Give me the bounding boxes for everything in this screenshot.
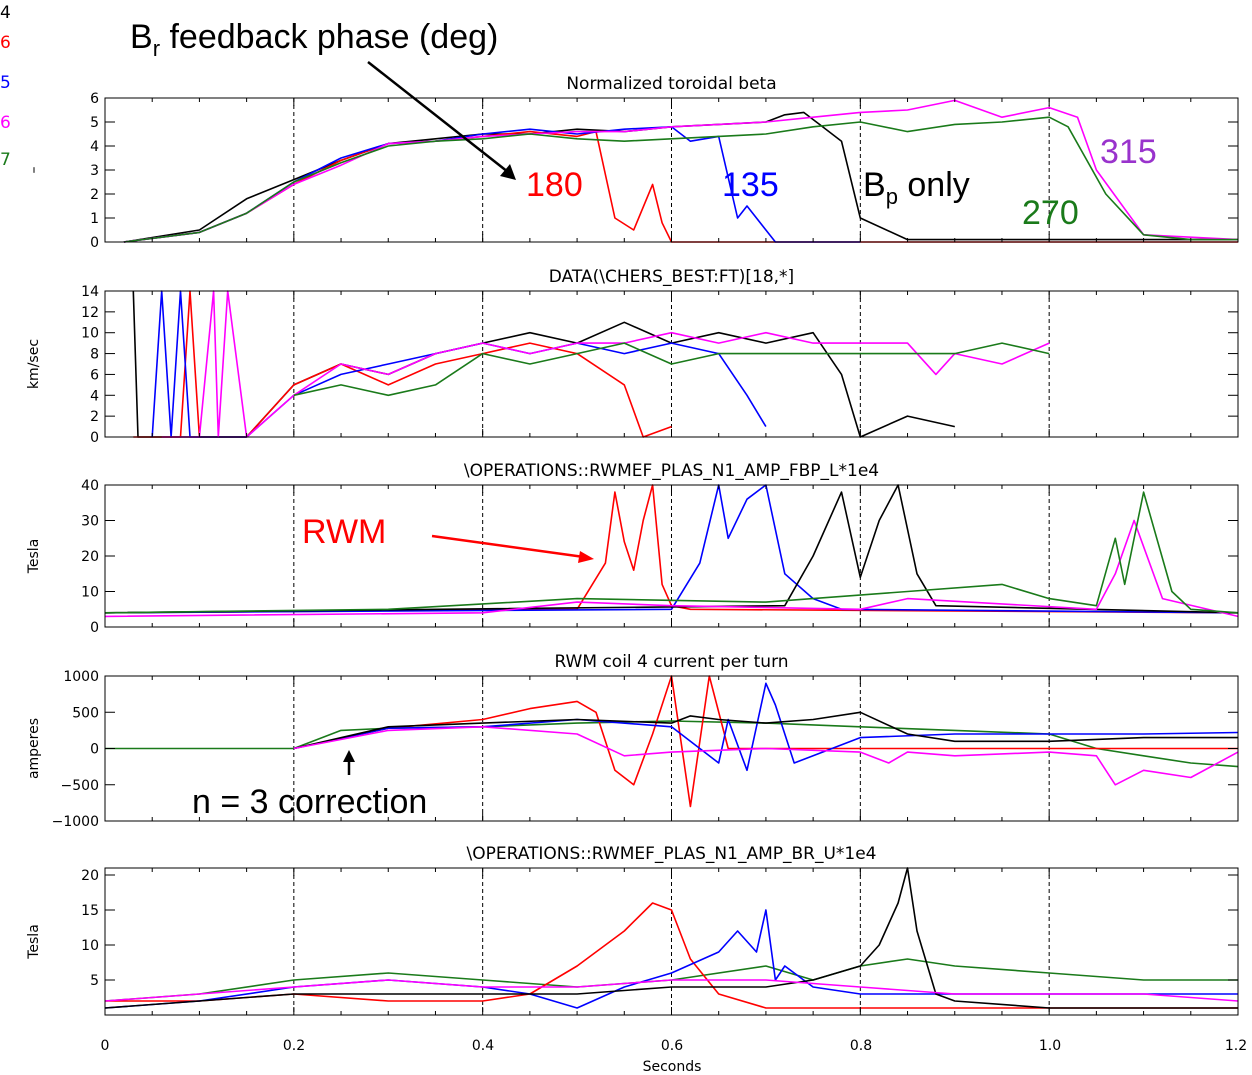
y-tick-label: 0	[90, 430, 99, 446]
y-tick-label: 3	[90, 163, 99, 179]
y-tick-label: 8	[90, 347, 99, 363]
series-line-blue	[293, 682, 1239, 772]
x-tick-label: 0	[101, 1038, 110, 1054]
y-tick-label: −500	[61, 778, 99, 794]
y-axis-title: km/sec	[26, 339, 42, 389]
series-line-magenta	[293, 725, 1239, 786]
y-tick-label: 15	[81, 903, 99, 919]
annotation-header-rest: feedback phase (deg)	[160, 18, 498, 56]
legend-fragment: 4	[0, 3, 11, 23]
annotation-bp-main: B	[863, 166, 886, 204]
y-tick-label: 40	[81, 478, 99, 494]
rwm-arrow-head	[578, 551, 594, 563]
y-tick-label: 20	[81, 868, 99, 884]
x-tick-label: 1.0	[1039, 1038, 1061, 1054]
y-tick-label: 6	[90, 91, 99, 107]
y-tick-label: 1	[90, 211, 99, 227]
y-axis-title: –	[26, 167, 42, 174]
chart-panel: 0 2 4 6 8 10 12 14 DATA(\CHERS_BEST:FT)[18,*] km/…	[26, 267, 1239, 446]
panel-title: \OPERATIONS::RWMEF_PLAS_N1_AMP_FBP_L*1e4	[464, 461, 879, 481]
x-axis-title: Seconds	[643, 1059, 702, 1075]
series-line-magenta	[104, 519, 1239, 618]
annotation-180: 180	[526, 166, 583, 204]
series-line-black	[132, 290, 955, 438]
panel-title: \OPERATIONS::RWMEF_PLAS_N1_AMP_BR_U*1e4	[466, 844, 876, 864]
annotation-rwm: RWM	[302, 513, 386, 551]
series-line-red	[293, 675, 1238, 808]
annotation-315: 315	[1100, 133, 1157, 171]
y-tick-label: 14	[81, 284, 99, 300]
y-tick-label: 1000	[63, 669, 99, 685]
series-line-green	[104, 958, 1238, 1002]
series-line-magenta	[104, 979, 1239, 1002]
panel-title: Normalized toroidal beta	[566, 74, 776, 94]
legend-fragment: 7	[0, 150, 11, 170]
series-line-magenta	[123, 99, 1239, 243]
n3-arrow-head	[343, 750, 355, 762]
annotation-header-main: B	[130, 18, 153, 56]
series-line-red	[105, 902, 1238, 1009]
annotation-bp-only: Bp only	[863, 166, 970, 209]
y-tick-label: 0	[90, 620, 99, 636]
y-tick-label: 2	[90, 409, 99, 425]
y-tick-label: 4	[90, 388, 99, 404]
y-tick-label: 0	[90, 742, 99, 758]
y-tick-label: 4	[90, 139, 99, 155]
series-line-green	[293, 342, 1050, 397]
y-axis-title: amperes	[26, 718, 42, 779]
annotation-arrow-head	[500, 164, 516, 180]
legend-fragment: 6	[0, 113, 11, 133]
series-line-green	[104, 491, 1239, 614]
annotation-header-sub: r	[153, 36, 160, 61]
x-tick-label: 0.8	[850, 1038, 872, 1054]
annotation-arrow-line	[367, 61, 509, 173]
panel-title: RWM coil 4 current per turn	[554, 652, 788, 672]
y-axis-title: Tesla	[26, 539, 42, 575]
chart-panel: 0 1 2 3 4 5 6 Normalized toroidal beta –	[26, 74, 1239, 251]
y-tick-label: 500	[72, 705, 99, 721]
panel-title: DATA(\CHERS_BEST:FT)[18,*]	[549, 267, 794, 287]
y-tick-label: 6	[90, 367, 99, 383]
chart-panel: −1000 −500 0 500 1000 RWM coil 4 current per …	[26, 652, 1239, 830]
y-axis-title: Tesla	[26, 924, 42, 960]
legend-fragment: 6	[0, 33, 11, 53]
y-tick-label: 10	[81, 585, 99, 601]
y-tick-label: 0	[90, 235, 99, 251]
annotation-header: Br feedback phase (deg)	[130, 18, 498, 61]
x-tick-label: 0.4	[472, 1038, 494, 1054]
chart-panel: 5 10 15 20 \OPERATIONS::RWMEF_PLAS_N1_AMP_BR…	[26, 844, 1239, 1016]
series-line-black	[104, 867, 1238, 1009]
annotation-270: 270	[1022, 194, 1079, 232]
series-line-black	[293, 711, 1238, 750]
annotation-bp-rest: only	[898, 166, 970, 204]
series-line-blue	[104, 484, 1239, 614]
x-tick-label: 0.6	[661, 1038, 683, 1054]
series-line-magenta	[161, 290, 1050, 438]
x-tick-labels: 0 0.2 0.4 0.6 0.8 1.0 1.2	[101, 1038, 1248, 1054]
rwm-arrow-line	[431, 534, 585, 559]
x-tick-label: 0.2	[283, 1038, 305, 1054]
series-line-green	[123, 116, 1238, 243]
x-tick-label: 1.2	[1225, 1038, 1247, 1054]
y-tick-label: 30	[81, 514, 99, 530]
y-tick-label: 20	[81, 549, 99, 565]
chart-panel: 0 10 20 30 40 \OPERATIONS::RWMEF_PLAS_N1_AMP_…	[26, 461, 1239, 636]
annotation-135: 135	[722, 166, 779, 204]
y-tick-label: 5	[90, 115, 99, 131]
y-tick-label: 10	[81, 938, 99, 954]
legend-fragment: 5	[0, 73, 11, 93]
y-tick-label: 5	[90, 973, 99, 989]
y-tick-label: 12	[81, 305, 99, 321]
annotation-n3-correction: n = 3 correction	[192, 783, 427, 821]
y-tick-label: 2	[90, 187, 99, 203]
legend-fragments: 4 6 5 6 7	[0, 3, 11, 170]
y-tick-label: 10	[81, 326, 99, 342]
annotation-bp-sub: p	[886, 184, 898, 209]
y-tick-label: −1000	[52, 814, 99, 830]
